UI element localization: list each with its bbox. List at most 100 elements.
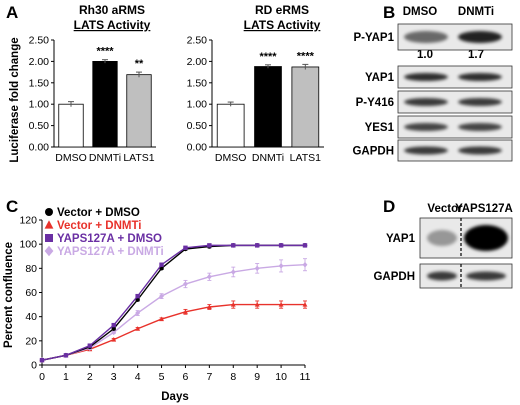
legend-label-vector-dmso: Vector + DMSO <box>57 207 140 219</box>
blot-strip <box>397 115 513 139</box>
data-point-yaps127a-dnmti <box>254 265 260 272</box>
series-line-yaps127a-dnmti <box>41 264 306 361</box>
panel-letter-c: C <box>6 197 18 216</box>
x-tick-label: 2 <box>87 371 93 383</box>
blot-row-label: GAPDH <box>352 146 394 158</box>
x-tick-label: LATS1 <box>123 152 154 164</box>
y-axis-label: Percent confluence <box>3 242 15 348</box>
chart-title-line-2: LATS Activity <box>244 18 321 32</box>
blot-row-label: YAP1 <box>365 72 395 84</box>
significance-label: **** <box>259 51 277 63</box>
y-tick-label: 100 <box>19 239 37 251</box>
data-point-yaps127a-dnmti <box>206 273 212 280</box>
y-tick-label: 120 <box>19 215 37 227</box>
data-point-vector-dnmti <box>206 304 212 309</box>
x-axis-label: Days <box>161 391 189 403</box>
legend-label-vector-dnmti: Vector + DNMTi <box>57 220 141 232</box>
blot-row-label: P-YAP1 <box>354 32 395 44</box>
series-line-yaps127a-dmso <box>41 244 305 361</box>
data-point-yaps127a-dmso <box>87 343 93 348</box>
y-tick-label: 1.00 <box>187 99 208 111</box>
x-tick-label: 7 <box>206 371 212 383</box>
blot-band <box>464 225 508 251</box>
y-tick-label: 1.50 <box>29 77 50 89</box>
blot-band <box>458 31 502 43</box>
quant-value-dnmti: 1.7 <box>468 49 484 61</box>
x-tick-label: 11 <box>300 371 311 383</box>
y-tick-label: 2.50 <box>187 35 208 47</box>
data-point-yaps127a-dnmti <box>278 263 284 269</box>
significance-label: **** <box>96 46 114 58</box>
x-tick-label: 4 <box>135 371 141 383</box>
lane-label-dmso: DMSO <box>403 6 438 18</box>
blot-band <box>458 98 502 106</box>
significance-label: **** <box>297 50 315 62</box>
data-point-vector-dnmti <box>135 326 141 331</box>
blot-row-label: P-Y416 <box>356 97 394 109</box>
data-point-vector-dnmti <box>254 301 260 307</box>
western-blot-d: Vector YAPS127A YAP1 GAPDH <box>373 203 513 289</box>
blot-row-label: YES1 <box>365 122 395 134</box>
blot-band <box>427 271 457 281</box>
data-point-yaps127a-dnmti <box>159 293 164 299</box>
y-tick-label: 0.00 <box>29 142 50 154</box>
data-point-vector-dnmti <box>183 309 188 314</box>
x-tick-label: 8 <box>230 371 236 383</box>
legend-marker-yaps127a-dnmti <box>44 245 54 257</box>
data-point-yaps127a-dmso <box>135 293 140 299</box>
data-point-vector-dnmti <box>230 301 236 307</box>
data-point-yaps127a-dmso <box>63 353 69 358</box>
y-tick-label: 80 <box>25 263 37 275</box>
lane-label-vector: Vector <box>427 203 463 215</box>
blot-band <box>404 123 448 131</box>
x-tick-label: 0 <box>39 371 45 383</box>
blot-row-label: YAP1 <box>386 233 416 245</box>
x-tick-label: 3 <box>111 371 117 383</box>
y-tick-label: 0.00 <box>187 142 208 154</box>
x-tick-label: 9 <box>254 371 260 383</box>
data-point-yaps127a-dnmti <box>183 281 188 287</box>
chart-title-line-2: LATS Activity <box>74 18 151 32</box>
bar-lats1 <box>126 74 152 148</box>
blot-band <box>404 31 448 43</box>
data-point-vector-dnmti <box>159 316 164 322</box>
lane-label-yaps127a: YAPS127A <box>455 203 513 215</box>
x-tick-label: DMSO <box>215 152 247 164</box>
blot-row-label: GAPDH <box>373 271 415 283</box>
legend-marker-vector-dnmti <box>44 220 54 229</box>
data-point-yaps127a-dmso <box>39 357 45 363</box>
blot-strip <box>397 65 513 89</box>
y-tick-label: 60 <box>25 287 37 299</box>
blot-band <box>427 230 457 246</box>
blot-strip <box>397 90 513 114</box>
blot-band <box>458 146 502 155</box>
blot-band <box>458 73 502 81</box>
series-line-vector-dnmti <box>41 303 305 361</box>
bar-dnmti <box>92 61 118 148</box>
y-tick-label: 0.50 <box>187 120 208 132</box>
y-tick-label: 2.50 <box>29 35 50 47</box>
data-point-yaps127a-dmso <box>278 243 284 248</box>
data-point-yaps127a-dnmti <box>135 310 141 316</box>
data-point-vector-dnmti <box>278 301 284 307</box>
blot-strip <box>397 139 513 162</box>
legend-label-yaps127a-dnmti: YAPS127A + DNMTi <box>57 246 164 258</box>
x-tick-label: DNMTi <box>89 152 121 164</box>
line-chart-confluence: Percent confluence Days 0 20 40 60 80 100 120 0… <box>3 207 311 403</box>
western-blot-b: DMSO DNMTi 1.0 1.7 P-YAP1 YAP1 P-Y416 YES1 G… <box>352 6 513 162</box>
data-point-vector-dmso <box>135 297 140 302</box>
bar-lats1 <box>291 66 320 148</box>
bar-dmso <box>216 103 245 148</box>
y-tick-label: 1.50 <box>187 77 208 89</box>
data-point-vector-dmso <box>111 326 116 331</box>
data-point-yaps127a-dmso <box>111 322 116 328</box>
blot-band <box>404 73 448 81</box>
panel-letter-d: D <box>383 197 395 216</box>
bar-chart-rd: RD eRMS LATS Activity 0.00 0.50 1.00 1.50 2.… <box>187 3 324 164</box>
data-point-yaps127a-dnmti <box>230 269 236 275</box>
bar-chart-rh30: Rh30 aRMS LATS Activity Luciferase fold … <box>9 3 156 164</box>
data-point-yaps127a-dmso <box>207 243 212 248</box>
x-tick-label: 1 <box>63 371 69 383</box>
x-tick-label: 10 <box>275 371 287 383</box>
y-tick-label: 2.00 <box>187 56 208 68</box>
